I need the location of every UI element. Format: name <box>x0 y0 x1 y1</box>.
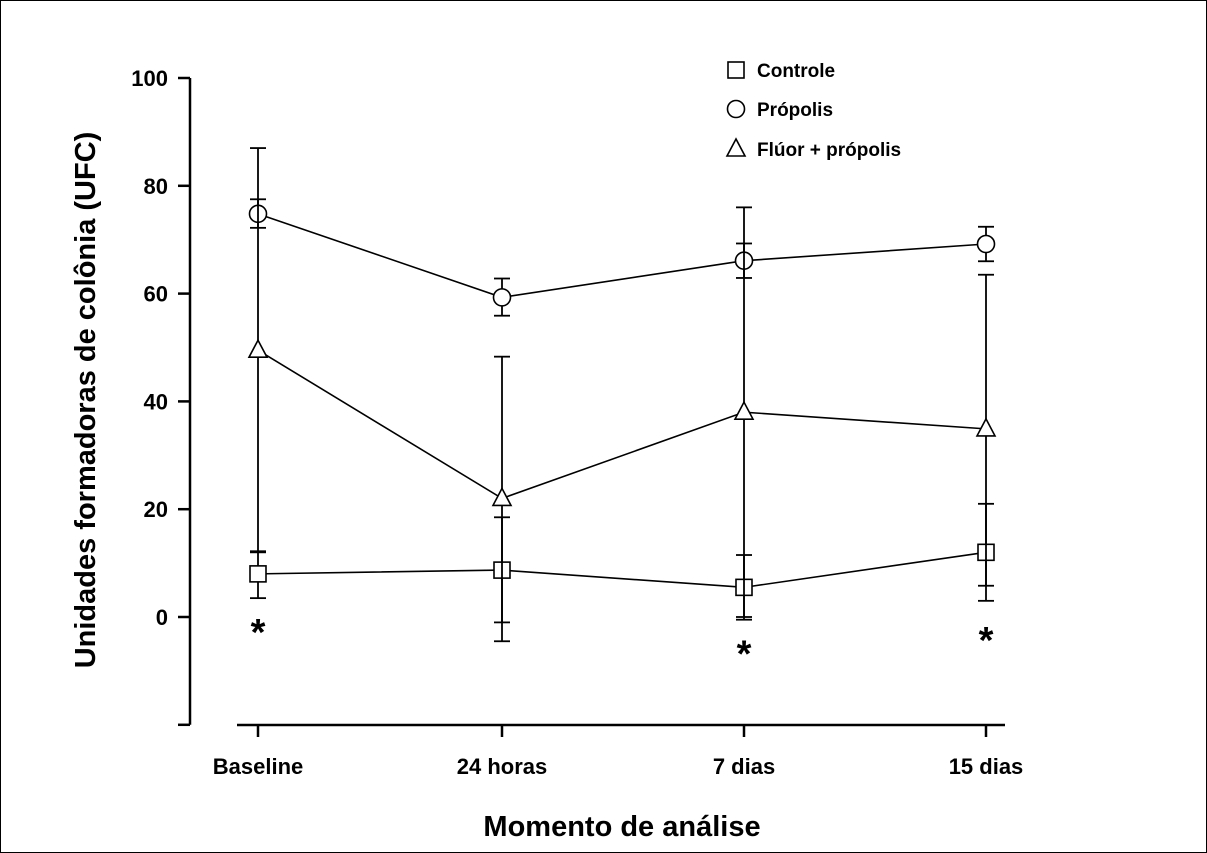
y-tick-label: 60 <box>144 282 168 307</box>
y-tick-label: 80 <box>144 174 168 199</box>
x-axis-label: Momento de análise <box>483 811 760 843</box>
y-tick-label: 40 <box>144 389 168 414</box>
x-tick-label: 7 dias <box>713 754 775 779</box>
legend-marker-circle <box>726 99 746 119</box>
legend-marker-triangle <box>725 137 747 157</box>
series-layer: * * * <box>247 147 997 676</box>
legend: Controle Própolis Flúor + própolis <box>725 61 901 161</box>
legend-label: Controle <box>757 61 835 82</box>
x-tick-label: 24 horas <box>457 754 548 779</box>
data-point-triangle <box>733 400 755 420</box>
y-tick-label: 0 <box>156 605 168 630</box>
axes: 0 20 40 60 80 100 Baseline 24 horas 7 dias 15 dia… <box>131 66 1023 779</box>
series-triangle <box>247 198 997 643</box>
series-square <box>249 502 995 624</box>
series-line <box>257 551 987 589</box>
data-point-circle <box>976 234 996 254</box>
significance-asterisk: * <box>251 612 266 654</box>
data-point-triangle <box>975 417 997 437</box>
data-point-square <box>249 565 267 583</box>
series-line <box>257 349 987 500</box>
series-line <box>257 213 987 299</box>
data-point-circle <box>492 288 512 307</box>
y-tick-label: 100 <box>131 66 168 91</box>
data-point-triangle <box>247 338 269 358</box>
x-tick-label: 15 dias <box>949 754 1024 779</box>
series-circle <box>248 147 996 317</box>
y-axis-label: Unidades formadoras de colônia (UFC) <box>70 132 102 669</box>
legend-label: Própolis <box>757 100 833 121</box>
x-tick-label: Baseline <box>213 754 304 779</box>
significance-asterisk: * <box>737 634 752 676</box>
significance-asterisk: * <box>979 620 994 662</box>
y-tick-label: 20 <box>144 497 168 522</box>
legend-marker-square <box>727 61 745 79</box>
legend-label: Flúor + própolis <box>757 140 901 161</box>
data-point-triangle <box>491 486 513 507</box>
